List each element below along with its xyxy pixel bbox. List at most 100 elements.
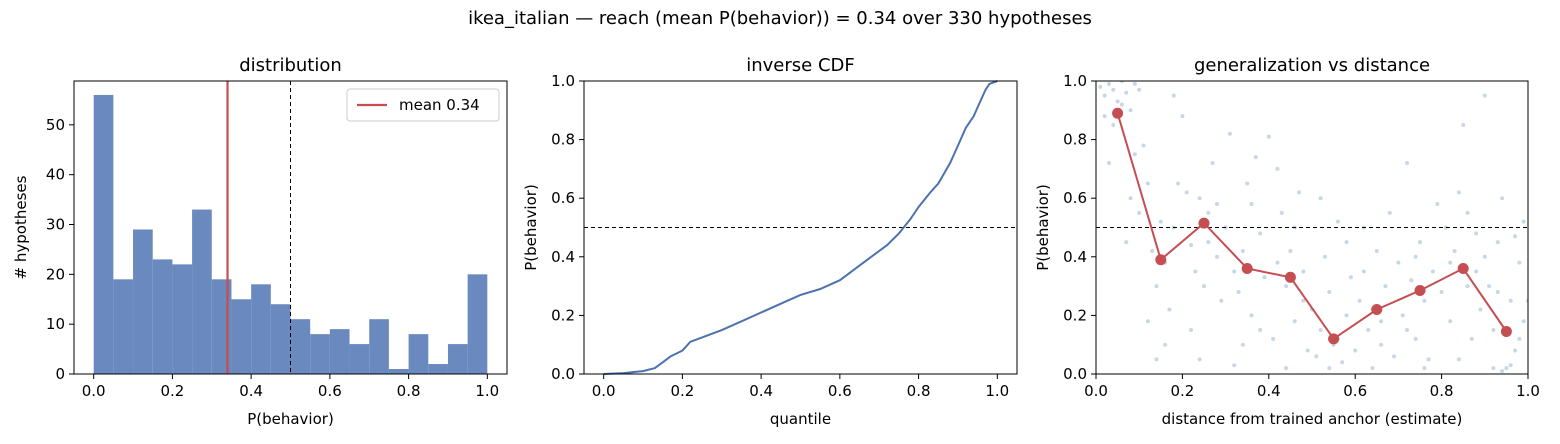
scatter-point — [1137, 87, 1142, 92]
histogram-bar — [329, 329, 350, 374]
y-axis-label: P(behavior) — [522, 184, 540, 271]
scatter-point — [1210, 161, 1215, 166]
scatter-layer — [1098, 81, 1528, 374]
x-tick-label: 0.8 — [1430, 382, 1454, 400]
scatter-point — [1418, 240, 1422, 245]
histogram-bar — [447, 344, 468, 374]
binned-mean-marker — [1284, 271, 1296, 283]
scatter-point — [1132, 152, 1137, 157]
distribution-panel: distribution 0.0 0.2 0.4 0.6 0.8 1.0 0 10 20 30 40 5… — [12, 55, 508, 428]
scatter-point — [1219, 298, 1224, 303]
scatter-point — [1318, 196, 1323, 201]
x-tick-label: 0.2 — [1170, 382, 1194, 400]
x-tick-label: 0.4 — [239, 382, 263, 400]
scatter-point — [1115, 99, 1120, 104]
x-tick-label: 1.0 — [475, 382, 499, 400]
binned-mean-marker — [1328, 333, 1340, 345]
axes-frame — [583, 80, 1018, 375]
inverse-cdf-line — [603, 80, 998, 375]
scatter-point — [1405, 161, 1410, 166]
scatter-point — [1214, 254, 1219, 259]
scatter-point — [1370, 366, 1375, 371]
chart-title: generalization vs distance — [1194, 55, 1430, 76]
scatter-point — [1297, 190, 1302, 195]
x-tick-label: 0.0 — [82, 382, 106, 400]
scatter-point — [1141, 143, 1146, 148]
scatter-point — [1180, 114, 1185, 119]
chart-title: inverse CDF — [746, 55, 855, 76]
scatter-point — [1249, 313, 1254, 318]
scatter-point — [1482, 93, 1487, 98]
y-tick-label: 0.6 — [551, 189, 575, 207]
y-tick-label: 0.6 — [1063, 189, 1087, 207]
scatter-point — [1167, 307, 1172, 312]
legend-label: mean 0.34 — [399, 96, 480, 114]
scatter-point — [1508, 298, 1513, 303]
scatter-point — [1366, 328, 1371, 333]
scatter-point — [1465, 284, 1470, 289]
histogram-bar — [113, 279, 134, 374]
y-tick-label: 0 — [55, 365, 65, 383]
chart-title: distribution — [239, 55, 342, 76]
scatter-point — [1413, 336, 1418, 341]
x-tick-label: 1.0 — [985, 382, 1009, 400]
x-tick-label: 0.0 — [1084, 382, 1108, 400]
scatter-point — [1106, 81, 1111, 86]
scatter-point — [1508, 363, 1513, 368]
scatter-point — [1236, 289, 1241, 294]
scatter-point — [1396, 260, 1401, 265]
scatter-point — [1387, 210, 1392, 215]
scatter-point — [1171, 93, 1176, 98]
histogram-bar — [428, 364, 448, 374]
scatter-point — [1227, 131, 1232, 136]
scatter-point — [1232, 269, 1237, 274]
binned-mean-marker — [1241, 263, 1253, 275]
scatter-point — [1102, 93, 1107, 98]
scatter-point — [1456, 357, 1461, 362]
scatter-point — [1478, 307, 1483, 312]
scatter-point — [1262, 275, 1267, 280]
scatter-point — [1163, 342, 1168, 347]
scatter-point — [1318, 328, 1323, 333]
scatter-point — [1128, 108, 1133, 113]
y-tick-label: 0.8 — [1063, 131, 1087, 149]
y-tick-label: 50 — [46, 116, 65, 134]
scatter-point — [1443, 225, 1448, 230]
scatter-point — [1353, 348, 1358, 353]
histogram-bar — [231, 299, 252, 374]
scatter-point — [1422, 298, 1427, 303]
x-axis-label: quantile — [770, 410, 831, 428]
x-tick-label: 0.8 — [907, 382, 931, 400]
binned-mean-marker — [1155, 254, 1167, 266]
scatter-point — [1482, 254, 1487, 259]
scatter-point — [1158, 219, 1163, 224]
y-tick-label: 0.4 — [1063, 248, 1087, 266]
scatter-point — [1448, 260, 1453, 265]
scatter-point — [1206, 210, 1211, 215]
scatter-point — [1426, 357, 1431, 362]
scatter-point — [1124, 240, 1129, 245]
x-axis-label: distance from trained anchor (estimate) — [1162, 410, 1463, 428]
scatter-point — [1413, 254, 1418, 259]
scatter-point — [1465, 210, 1470, 215]
histogram-bar — [388, 369, 409, 374]
x-tick-label: 0.8 — [397, 382, 421, 400]
generalization-panel: generalization vs distance 0.0 0.2 0.4 0.6 0.… — [1034, 55, 1540, 428]
scatter-point — [1487, 284, 1492, 289]
scatter-point — [1253, 155, 1258, 160]
scatter-point — [1469, 336, 1474, 341]
scatter-point — [1327, 366, 1332, 371]
scatter-point — [1258, 328, 1263, 333]
scatter-point — [1495, 240, 1500, 245]
scatter-point — [1344, 313, 1349, 318]
scatter-point — [1357, 298, 1362, 303]
y-tick-label: 10 — [46, 315, 65, 333]
y-tick-label: 0.8 — [551, 131, 575, 149]
x-tick-label: 1.0 — [1516, 382, 1540, 400]
legend-box — [346, 88, 500, 122]
scatter-point — [1301, 269, 1306, 274]
scatter-point — [1111, 87, 1116, 92]
y-axis-label: P(behavior) — [1034, 184, 1052, 271]
x-tick-label: 0.6 — [1343, 382, 1367, 400]
